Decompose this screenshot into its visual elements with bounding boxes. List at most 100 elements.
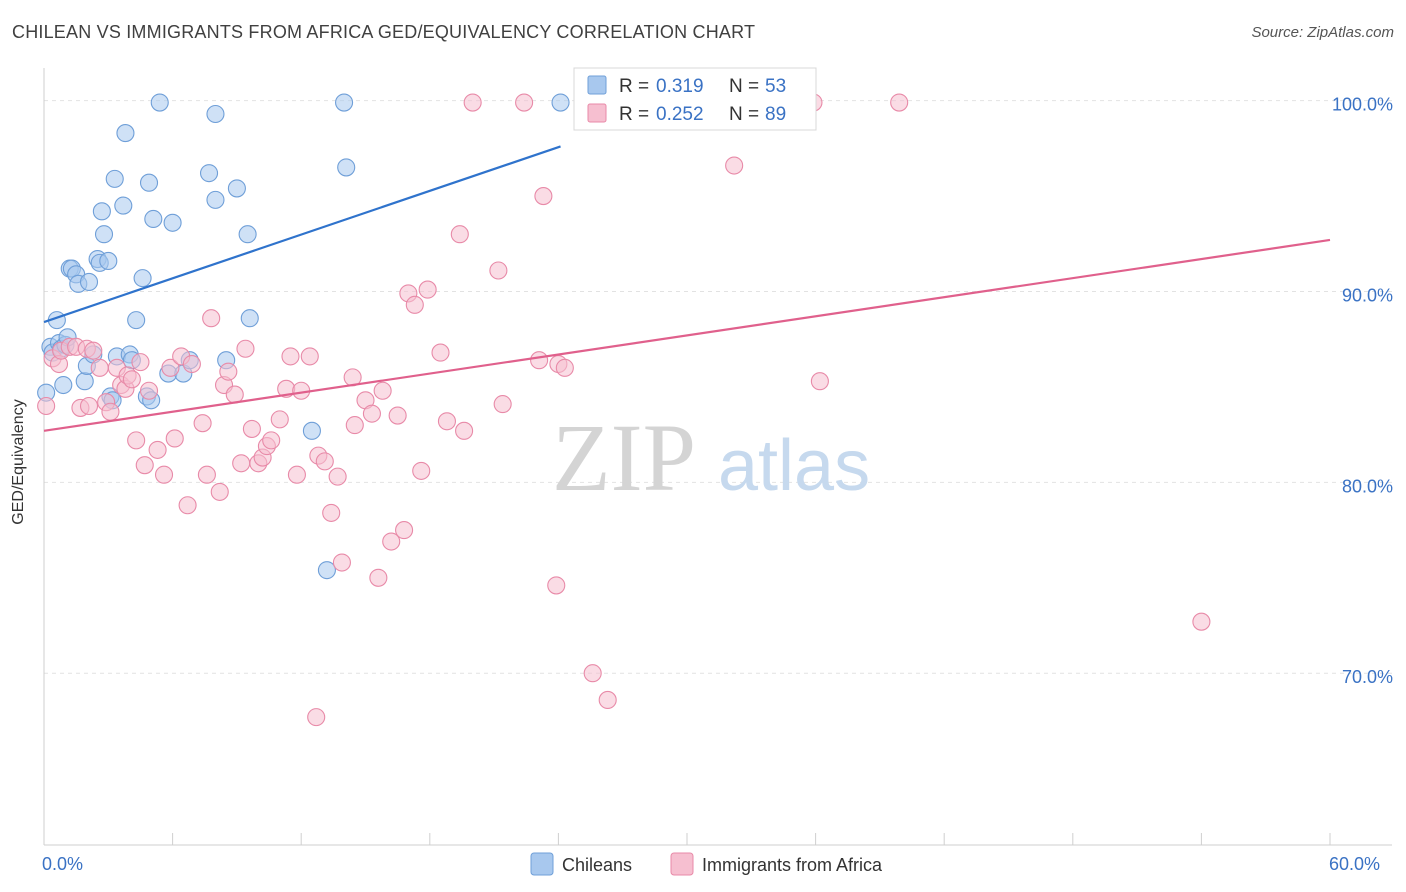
x-tick-label: 0.0% [42, 854, 83, 874]
point-immigrants-from-africa [1192, 612, 1211, 631]
point-chileans [116, 124, 135, 143]
point-chileans [99, 251, 118, 271]
watermark-zip: ZIP [552, 404, 696, 511]
y-tick-label: 100.0% [1332, 95, 1393, 115]
point-chileans [337, 158, 356, 177]
point-immigrants-from-africa [270, 410, 289, 429]
point-chileans [54, 375, 73, 395]
point-immigrants-from-africa [515, 93, 534, 112]
legend-label-chileans: Chileans [562, 855, 632, 875]
point-immigrants-from-africa [412, 461, 431, 480]
point-immigrants-from-africa [281, 347, 300, 366]
point-immigrants-from-africa [154, 465, 174, 484]
point-chileans [551, 93, 570, 112]
point-immigrants-from-africa [101, 402, 120, 421]
point-immigrants-from-africa [287, 465, 306, 484]
legend-swatch-chileans [530, 852, 554, 876]
y-tick-label: 80.0% [1342, 476, 1393, 496]
point-chileans [75, 372, 94, 391]
point-immigrants-from-africa [431, 343, 450, 362]
point-immigrants-from-africa [547, 576, 566, 595]
point-chileans [127, 311, 146, 330]
point-chileans [144, 209, 163, 229]
point-immigrants-from-africa [725, 156, 744, 175]
y-tick-label: 70.0% [1342, 667, 1393, 687]
point-immigrants-from-africa [165, 429, 184, 448]
point-immigrants-from-africa [583, 664, 602, 683]
stats-r-chileans: 0.319 [656, 76, 704, 97]
point-immigrants-from-africa [395, 521, 414, 540]
point-immigrants-from-africa [139, 381, 159, 400]
watermark-atlas: atlas [718, 426, 870, 506]
point-chileans [206, 190, 225, 209]
point-immigrants-from-africa [555, 358, 574, 377]
stats-r-immigrants: 0.252 [656, 104, 704, 125]
point-immigrants-from-africa [219, 362, 238, 381]
point-immigrants-from-africa [210, 482, 229, 501]
watermark: ZIP atlas [552, 404, 870, 511]
point-immigrants-from-africa [405, 295, 424, 314]
point-immigrants-from-africa [534, 187, 553, 206]
point-immigrants-from-africa [202, 309, 221, 328]
point-immigrants-from-africa [890, 93, 909, 112]
point-chileans [163, 213, 182, 232]
point-chileans [133, 269, 152, 288]
point-chileans [139, 173, 159, 192]
point-immigrants-from-africa [193, 414, 212, 433]
point-immigrants-from-africa [489, 261, 508, 280]
tick-labels: 100.0% 90.0% 80.0% 70.0% 0.0% 60.0% [42, 95, 1393, 874]
chart-title: CHILEAN VS IMMIGRANTS FROM AFRICA GED/EQ… [12, 22, 756, 42]
point-immigrants-from-africa [530, 351, 549, 370]
point-chileans [240, 309, 259, 328]
point-chileans [199, 164, 219, 183]
point-chileans [150, 93, 169, 112]
point-immigrants-from-africa [322, 503, 341, 522]
point-immigrants-from-africa [84, 341, 103, 360]
point-immigrants-from-africa [90, 358, 109, 377]
trend-line-chileans [43, 145, 561, 324]
point-immigrants-from-africa [307, 708, 326, 727]
point-chileans [317, 561, 336, 580]
stats-box: R = 0.319 N = 53 R = 0.252 N = 89 [573, 67, 817, 131]
point-immigrants-from-africa [315, 452, 334, 471]
point-immigrants-from-africa [455, 421, 474, 440]
point-chileans [94, 225, 114, 244]
stats-swatch-immigrants [587, 103, 607, 123]
point-chileans [79, 272, 99, 292]
stats-n-label-chileans: N = [729, 76, 759, 97]
point-immigrants-from-africa [493, 395, 512, 414]
series-chileans [37, 93, 570, 580]
stats-r-label-chileans: R = [619, 76, 649, 97]
point-immigrants-from-africa [79, 396, 99, 416]
stats-n-chileans: 53 [765, 76, 786, 97]
legend-label-immigrants: Immigrants from Africa [702, 855, 883, 875]
point-chileans [335, 93, 354, 112]
x-tick-label: 60.0% [1329, 854, 1380, 874]
point-chileans [92, 202, 111, 221]
stats-box-frame [573, 67, 817, 131]
point-immigrants-from-africa [362, 404, 381, 423]
point-immigrants-from-africa [242, 419, 261, 438]
point-chileans [227, 179, 246, 198]
point-immigrants-from-africa [161, 358, 180, 377]
point-immigrants-from-africa [382, 532, 401, 551]
point-immigrants-from-africa [131, 353, 150, 372]
point-immigrants-from-africa [262, 431, 281, 450]
point-immigrants-from-africa [369, 568, 388, 587]
point-immigrants-from-africa [127, 431, 146, 450]
trend-lines [43, 145, 1331, 432]
point-chileans [238, 225, 257, 244]
point-immigrants-from-africa [232, 454, 251, 473]
point-immigrants-from-africa [373, 381, 392, 400]
chart-source: Source: ZipAtlas.com [1251, 24, 1394, 41]
point-immigrants-from-africa [178, 496, 197, 515]
stats-n-immigrants: 89 [765, 104, 786, 125]
point-immigrants-from-africa [345, 416, 364, 435]
point-immigrants-from-africa [332, 553, 351, 572]
point-immigrants-from-africa [135, 456, 154, 475]
point-immigrants-from-africa [463, 93, 482, 112]
point-immigrants-from-africa [225, 385, 244, 404]
point-immigrants-from-africa [148, 440, 167, 459]
y-tick-label: 90.0% [1342, 285, 1393, 305]
